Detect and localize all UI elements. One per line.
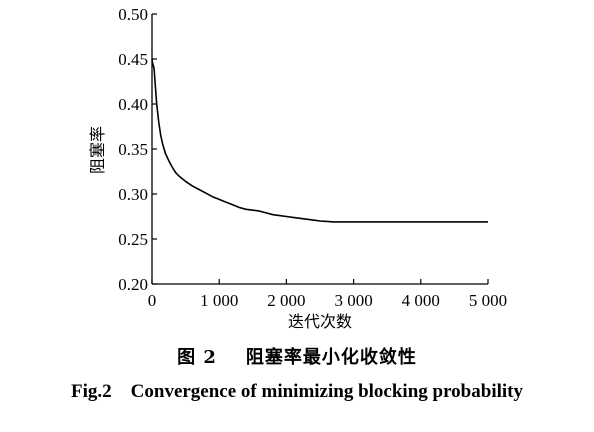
y-tick-label: 0.45 — [118, 50, 148, 69]
y-axis-label: 阻塞率 — [88, 126, 107, 174]
figure-caption-english: Fig.2 Convergence of minimizing blocking… — [71, 381, 523, 402]
y-tick-label: 0.40 — [118, 95, 148, 114]
x-tick-label: 5 000 — [469, 291, 507, 310]
x-axis-label: 迭代次数 — [288, 312, 352, 331]
y-tick-label: 0.30 — [118, 185, 148, 204]
y-tick-label: 0.25 — [118, 230, 148, 249]
x-tick-label: 4 000 — [402, 291, 440, 310]
x-axis-ticks: 0 1 000 2 000 3 000 4 000 5 000 — [148, 279, 507, 310]
figure-caption-chinese: 图 2 阻塞率最小化收敛性 — [177, 347, 417, 368]
x-tick-label: 2 000 — [267, 291, 305, 310]
y-tick-label: 0.50 — [118, 5, 148, 24]
y-axis-ticks: 0.20 0.25 0.30 0.35 0.40 0.45 0.50 — [118, 5, 157, 294]
data-series — [151, 58, 488, 223]
y-tick-label: 0.20 — [118, 275, 148, 294]
x-tick-label: 0 — [148, 291, 157, 310]
chart-axes — [151, 14, 488, 285]
y-tick-label: 0.35 — [118, 140, 148, 159]
x-tick-label: 3 000 — [334, 291, 372, 310]
x-tick-label: 1 000 — [200, 291, 238, 310]
series-line — [151, 58, 488, 223]
